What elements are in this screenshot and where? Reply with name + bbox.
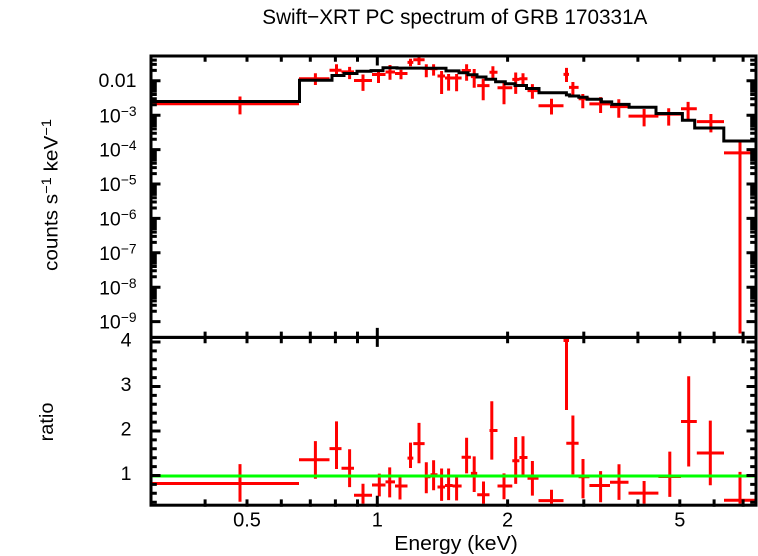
svg-text:counts s−1 keV−1: counts s−1 keV−1	[39, 119, 63, 271]
svg-text:0.5: 0.5	[233, 509, 261, 531]
svg-text:Energy (keV): Energy (keV)	[394, 533, 518, 555]
svg-text:ratio: ratio	[36, 402, 58, 441]
svg-text:1: 1	[121, 463, 132, 485]
svg-text:0.01: 0.01	[99, 70, 137, 92]
svg-text:1: 1	[372, 509, 383, 531]
svg-text:2: 2	[121, 419, 132, 441]
svg-text:5: 5	[674, 509, 685, 531]
svg-text:Swift−XRT PC spectrum of GRB 1: Swift−XRT PC spectrum of GRB 170331A	[262, 5, 648, 29]
svg-text:2: 2	[502, 509, 513, 531]
svg-text:3: 3	[121, 374, 132, 396]
svg-text:4: 4	[121, 330, 132, 352]
